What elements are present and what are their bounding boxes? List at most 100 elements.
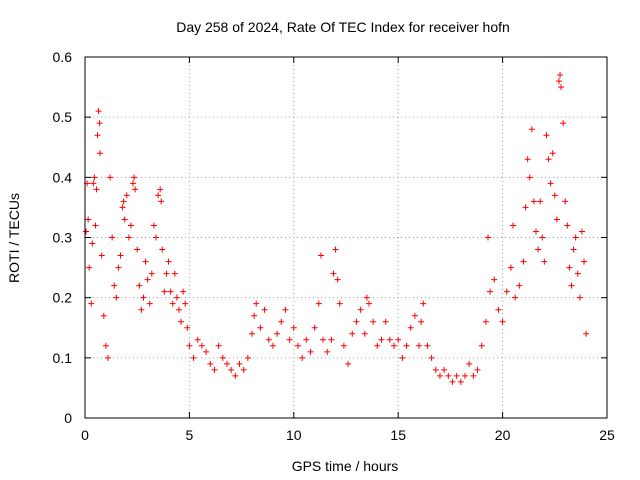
data-point xyxy=(499,318,506,325)
data-point xyxy=(317,252,324,259)
data-point xyxy=(428,354,435,361)
axis-ticks: 0 5 10 15 20 25 0 0.1 0.2 0.3 0.4 0.5 0.6 xyxy=(53,49,615,443)
data-point xyxy=(150,222,157,229)
data-point xyxy=(541,258,548,265)
data-point xyxy=(175,306,182,313)
data-point xyxy=(265,336,272,343)
data-point xyxy=(138,306,145,313)
data-point xyxy=(466,360,473,367)
data-point xyxy=(184,324,191,331)
data-point xyxy=(520,258,527,265)
data-point xyxy=(353,318,360,325)
data-point xyxy=(278,318,285,325)
data-point xyxy=(363,294,370,301)
y-tick-label: 0.2 xyxy=(53,290,73,306)
data-point xyxy=(445,372,452,379)
y-tick-label: 0 xyxy=(64,410,72,426)
data-point xyxy=(411,312,418,319)
data-point xyxy=(290,324,297,331)
data-point xyxy=(115,264,122,271)
data-point xyxy=(420,300,427,307)
data-point xyxy=(474,366,481,373)
data-point xyxy=(436,372,443,379)
data-point xyxy=(345,360,352,367)
data-point xyxy=(370,318,377,325)
data-point xyxy=(462,372,469,379)
data-point xyxy=(495,306,502,313)
y-tick-label: 0.3 xyxy=(53,230,73,246)
y-tick-label: 0.5 xyxy=(53,109,73,125)
data-point xyxy=(125,234,132,241)
data-point xyxy=(249,330,256,337)
data-point xyxy=(100,312,107,319)
data-point xyxy=(555,78,562,85)
x-axis-label: GPS time / hours xyxy=(292,458,399,474)
data-point xyxy=(134,246,141,253)
data-point xyxy=(418,318,425,325)
data-point xyxy=(361,330,368,337)
data-point xyxy=(207,360,214,367)
data-point xyxy=(557,72,564,79)
data-point xyxy=(119,204,126,211)
data-point xyxy=(299,354,306,361)
data-point xyxy=(169,300,176,307)
data-point xyxy=(528,126,535,133)
data-point xyxy=(91,174,98,181)
data-point xyxy=(219,354,226,361)
data-point xyxy=(487,288,494,295)
x-tick-label: 20 xyxy=(495,427,511,443)
data-point xyxy=(107,174,114,181)
data-point xyxy=(560,120,567,127)
data-point xyxy=(543,132,550,139)
data-point xyxy=(165,258,172,265)
data-point xyxy=(307,348,314,355)
y-axis-label: ROTI / TECUs xyxy=(6,193,22,283)
data-point xyxy=(482,318,489,325)
data-point xyxy=(93,186,100,193)
data-point xyxy=(516,282,523,289)
data-points xyxy=(83,72,590,385)
data-point xyxy=(328,336,335,343)
data-point xyxy=(581,258,588,265)
data-point xyxy=(332,246,339,253)
data-point xyxy=(253,300,260,307)
data-point xyxy=(251,312,258,319)
data-point xyxy=(382,318,389,325)
data-point xyxy=(336,300,343,307)
data-point xyxy=(194,336,201,343)
data-point xyxy=(86,264,93,271)
data-point xyxy=(198,342,205,349)
data-point xyxy=(171,270,178,277)
y-tick-label: 0.4 xyxy=(53,169,73,185)
grid-lines xyxy=(85,57,607,418)
x-tick-label: 15 xyxy=(390,427,406,443)
data-point xyxy=(131,174,138,181)
data-point xyxy=(340,342,347,349)
data-point xyxy=(311,324,318,331)
data-point xyxy=(491,276,498,283)
data-point xyxy=(533,228,540,235)
data-point xyxy=(294,342,301,349)
data-point xyxy=(530,198,537,205)
x-tick-label: 25 xyxy=(599,427,615,443)
data-point xyxy=(117,252,124,259)
data-point xyxy=(320,336,327,343)
data-point xyxy=(510,222,517,229)
data-point xyxy=(453,372,460,379)
data-point xyxy=(537,198,544,205)
data-point xyxy=(568,282,575,289)
data-point xyxy=(113,294,120,301)
x-tick-label: 5 xyxy=(186,427,194,443)
data-point xyxy=(558,84,565,91)
data-point xyxy=(261,306,268,313)
plot-frame xyxy=(84,56,608,419)
data-point xyxy=(334,276,341,283)
data-point xyxy=(551,192,558,199)
data-point xyxy=(111,282,118,289)
data-point xyxy=(269,342,276,349)
data-point xyxy=(562,198,569,205)
data-point xyxy=(572,234,579,241)
data-point xyxy=(92,222,99,229)
data-point xyxy=(232,372,239,379)
data-point xyxy=(274,330,281,337)
